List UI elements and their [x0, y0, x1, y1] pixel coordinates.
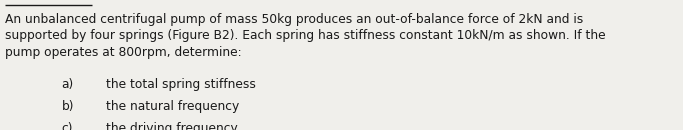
Text: An unbalanced centrifugal pump of mass 50kg produces an out-of-balance force of : An unbalanced centrifugal pump of mass 5… — [5, 13, 606, 59]
Text: b): b) — [61, 100, 74, 113]
Text: the natural frequency: the natural frequency — [106, 100, 239, 113]
Text: the driving frequency: the driving frequency — [106, 122, 238, 130]
Text: the total spring stiffness: the total spring stiffness — [106, 78, 255, 91]
Text: c): c) — [61, 122, 73, 130]
Text: a): a) — [61, 78, 74, 91]
